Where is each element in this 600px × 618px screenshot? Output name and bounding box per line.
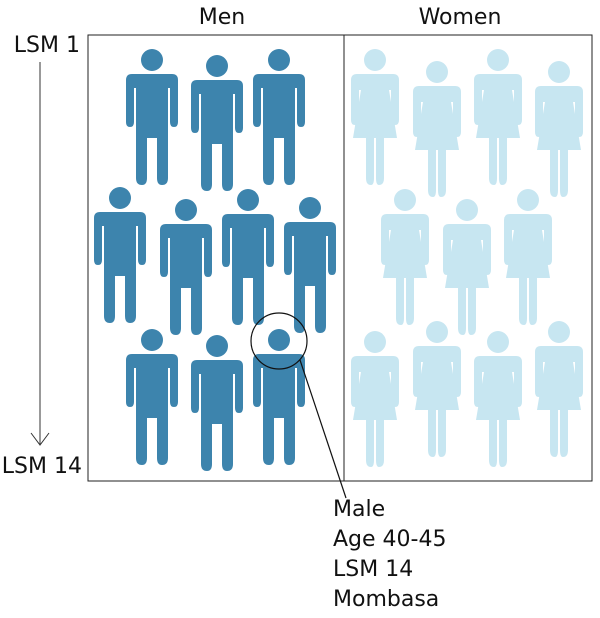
woman-icon xyxy=(535,321,583,457)
woman-icon xyxy=(413,61,461,197)
woman-icon xyxy=(474,331,522,467)
callout-circle xyxy=(250,312,308,370)
man-icon xyxy=(222,189,274,325)
man-icon xyxy=(284,197,336,333)
figures xyxy=(94,49,583,471)
woman-icon xyxy=(413,321,461,457)
man-icon xyxy=(94,187,146,323)
man-icon xyxy=(253,49,305,185)
axis-label-bottom: LSM 14 xyxy=(2,454,82,479)
woman-icon xyxy=(504,189,552,325)
man-icon xyxy=(160,199,212,335)
man-icon xyxy=(253,329,305,465)
column-header: Women xyxy=(419,5,502,30)
column-header: Men xyxy=(199,5,245,30)
axis-arrow-head xyxy=(30,432,50,446)
woman-icon xyxy=(351,331,399,467)
man-icon xyxy=(191,55,243,191)
callout-text: LSM 14 xyxy=(333,557,413,582)
man-icon xyxy=(191,335,243,471)
woman-icon xyxy=(443,199,491,335)
callout-text: Age 40-45 xyxy=(333,527,446,552)
man-icon xyxy=(126,49,178,185)
woman-icon xyxy=(535,61,583,197)
callout-text: Male xyxy=(333,497,385,522)
woman-icon xyxy=(351,49,399,185)
woman-icon xyxy=(474,49,522,185)
callout-text: Mombasa xyxy=(333,587,439,612)
woman-icon xyxy=(381,189,429,325)
man-icon xyxy=(126,329,178,465)
axis-label-top: LSM 1 xyxy=(14,33,80,58)
callout-line xyxy=(299,359,347,499)
